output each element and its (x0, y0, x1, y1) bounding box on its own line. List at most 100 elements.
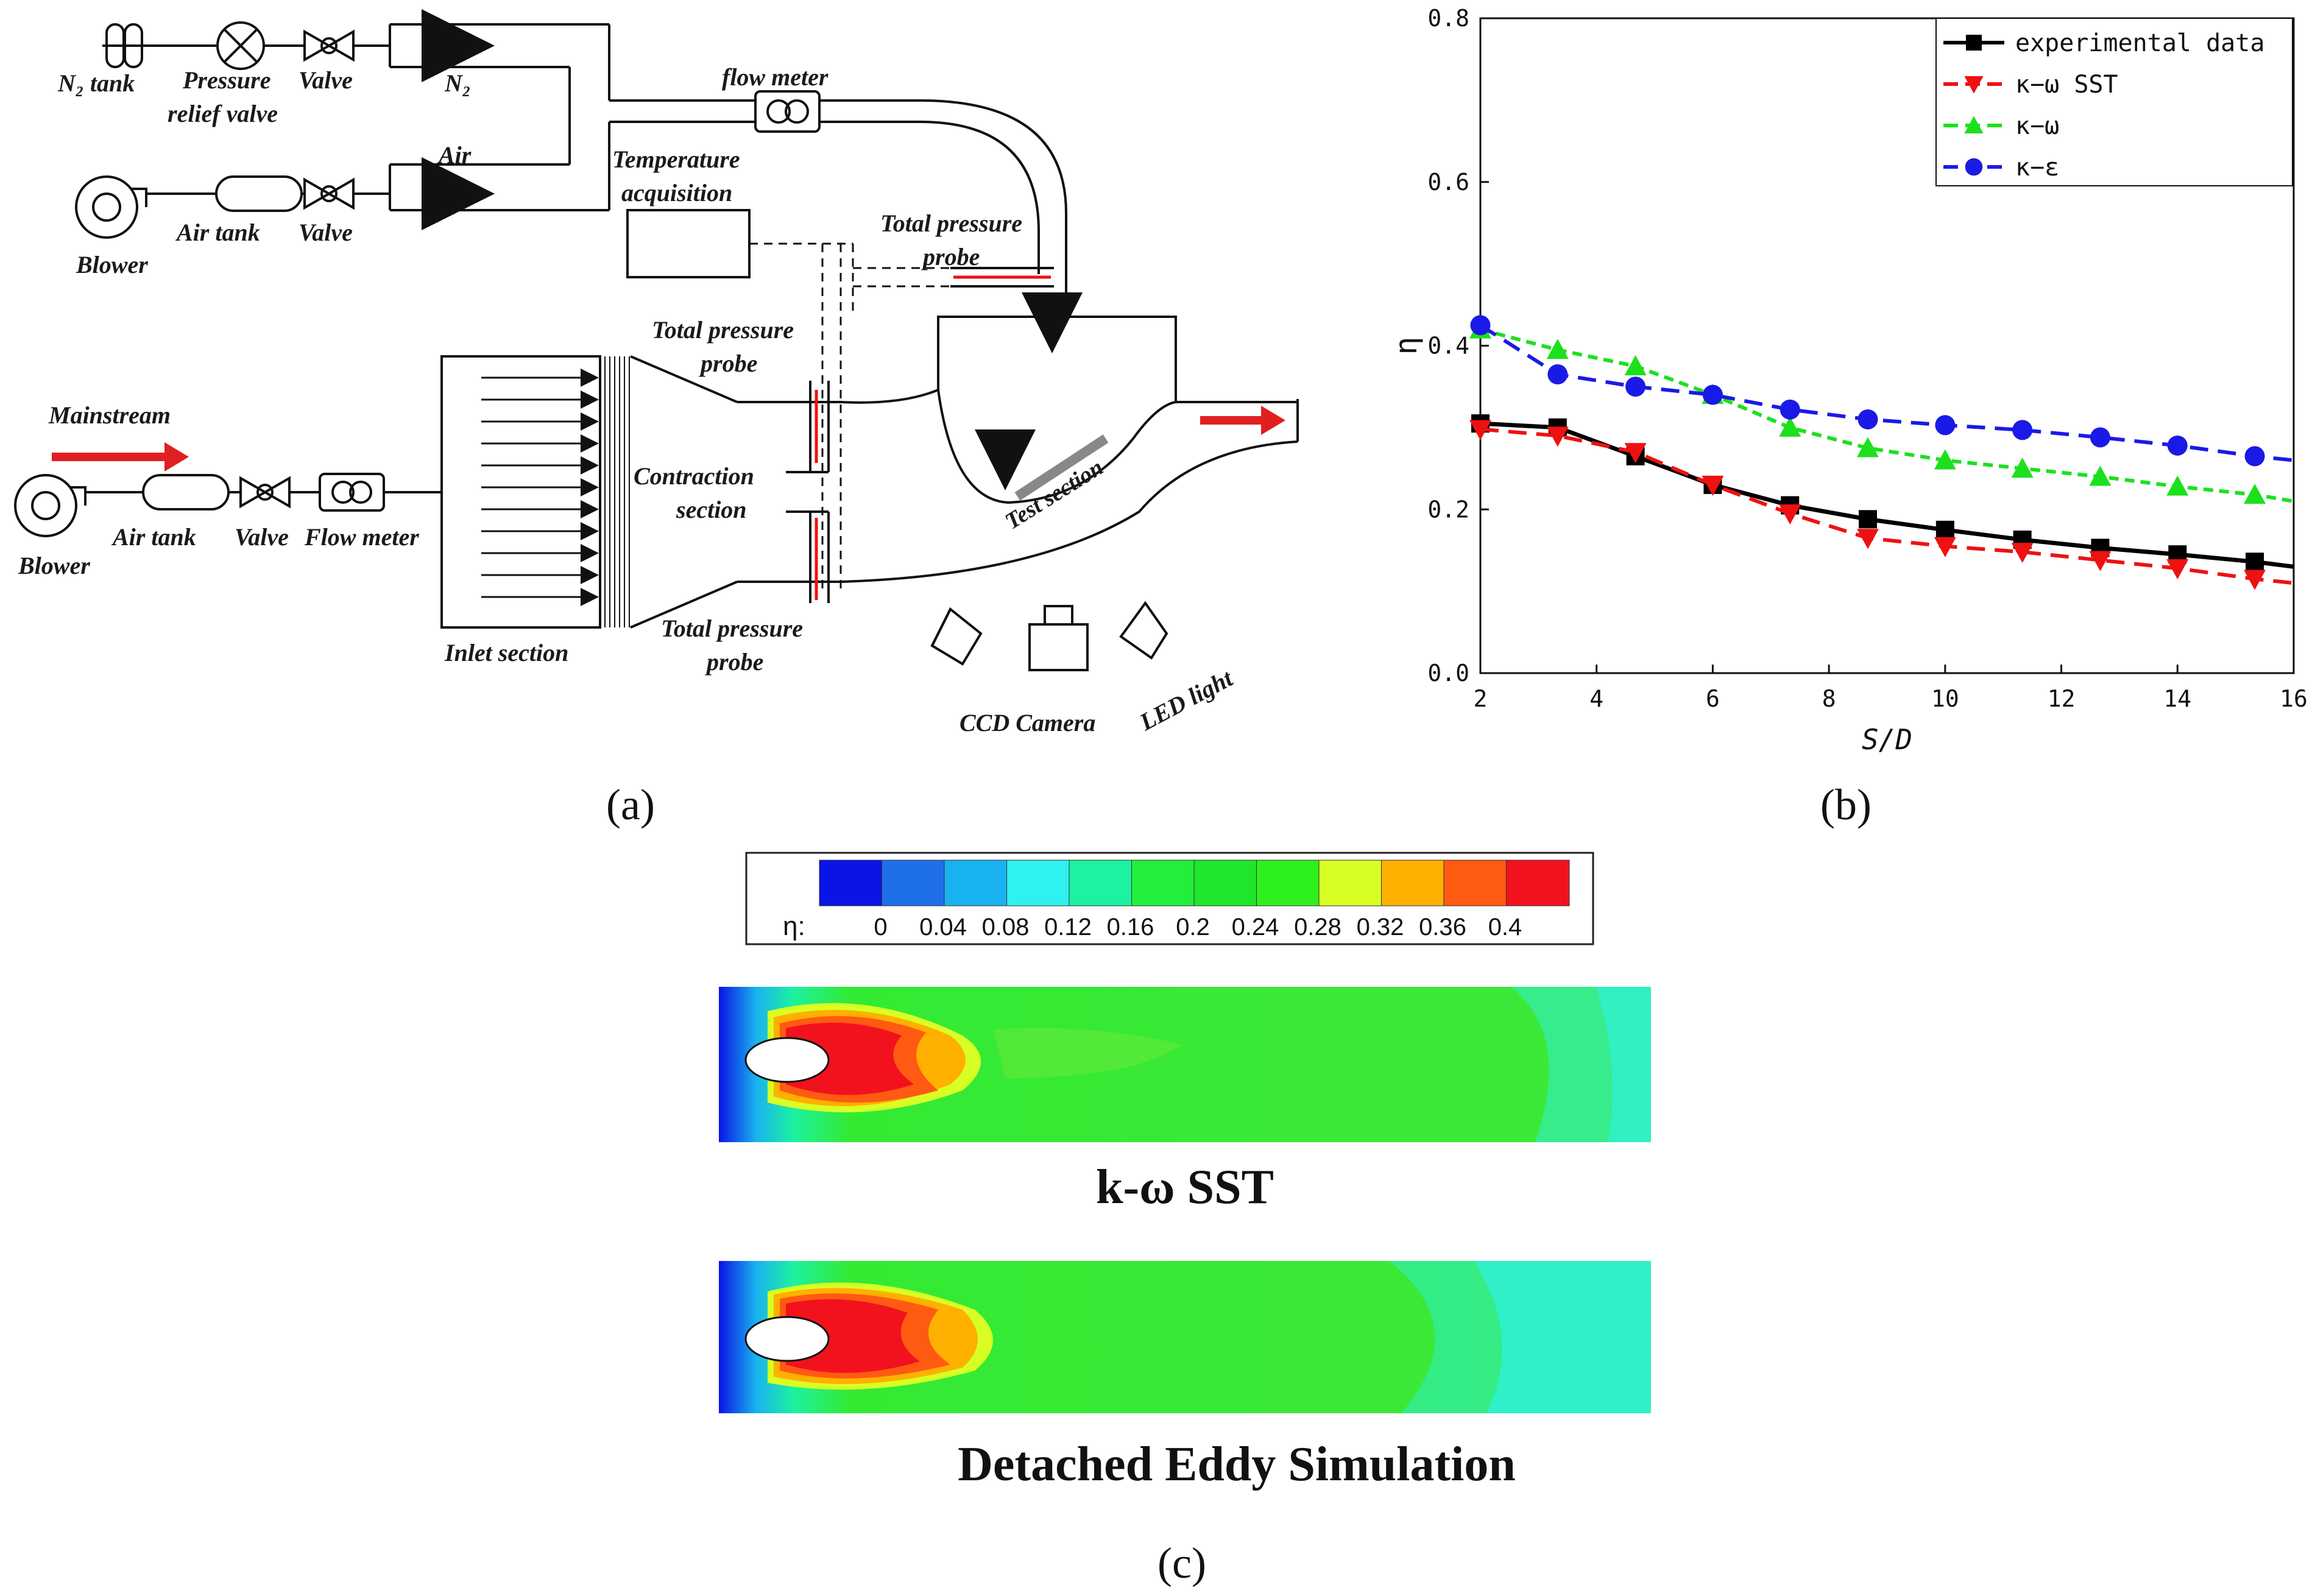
label-tpp-mid-2: probe (699, 350, 757, 377)
data-point (2244, 570, 2266, 590)
legend-label: κ−ω (2015, 112, 2059, 140)
legend-label: κ−ω SST (2015, 71, 2118, 99)
colorbar-tick-label: 0.32 (1357, 914, 1404, 941)
data-point (1934, 537, 1956, 557)
label-main-valve: Valve (235, 523, 289, 551)
legend: experimental data κ−ω SST κ−ω κ−ε (1935, 18, 2293, 186)
data-point (1779, 504, 1801, 524)
y-tick-label: 0.4 (1427, 333, 1469, 359)
series-3 (1470, 315, 2294, 467)
colorbar-tick-label: 0.24 (1232, 914, 1279, 941)
x-tick-label: 12 (2048, 685, 2076, 712)
probe-lines (786, 267, 1054, 603)
series-line (1480, 421, 2294, 569)
y-tick-label: 0.2 (1427, 496, 1469, 523)
colorbar-cell (1069, 860, 1133, 906)
x-tick-label: 2 (1474, 685, 1488, 712)
data-point (2012, 420, 2033, 440)
colorbar-ticks: 0 0.04 0.08 0.12 0.16 0.2 0.24 0.28 0.32 0.36 0.4 (874, 914, 1522, 941)
series-line (1479, 323, 2294, 462)
data-point (1857, 409, 1878, 429)
label-tpp-bot-2: probe (705, 648, 763, 676)
label-temp-1: Temperature (612, 146, 740, 173)
data-point (1624, 443, 1647, 464)
label-n2: N₂ (444, 69, 471, 97)
y-tick-label: 0.8 (1427, 5, 1469, 32)
data-point (1857, 437, 1879, 457)
led-light-right-icon (1119, 601, 1168, 660)
label-flow-meter-top: flow meter (722, 63, 829, 91)
y-tick-label: 0.0 (1427, 660, 1469, 687)
label-pressure-relief-1: Pressure (182, 66, 270, 94)
label-contraction-1: Contraction (634, 462, 754, 490)
label-inlet-section: Inlet section (444, 639, 568, 666)
flow-meter-top-icon (754, 90, 821, 133)
legend-marker (1966, 35, 1982, 51)
caption-b: (b) (1820, 780, 1871, 829)
label-led-light: LED light (1134, 664, 1238, 736)
data-point (1702, 475, 1724, 496)
inlet-section-box (440, 355, 601, 629)
data-point (2011, 543, 2034, 563)
caption-c: (c) (1158, 1539, 1206, 1587)
colorbar-cell (1443, 860, 1507, 906)
data-point (1857, 529, 1879, 549)
air-valve-icon (303, 177, 355, 210)
colorbar-panel: η: 0 0.04 0.08 0.12 0.16 0.2 0.24 0.28 0.32 0.36 0… (745, 852, 1594, 945)
label-tpp-bot-1: Total pressure (661, 615, 803, 642)
colorbar-tick-label: 0.2 (1176, 914, 1210, 941)
x-tick-label: 16 (2280, 685, 2308, 712)
label-blower-main: Blower (18, 552, 90, 579)
x-axis-label: S/D (1862, 723, 1912, 756)
colorbar-cell (819, 860, 883, 906)
series-1 (1469, 420, 2294, 590)
ccd-camera-icon (1028, 605, 1089, 671)
n2-valve-icon (303, 29, 355, 62)
data-point (2244, 446, 2265, 467)
label-contraction-2: section (676, 496, 747, 523)
colorbar-cell (944, 860, 1008, 906)
colorbar-tick-label: 0.12 (1044, 914, 1092, 941)
main-valve-icon (239, 476, 291, 509)
colorbar-cells (819, 860, 1570, 906)
series-line (1480, 427, 2294, 585)
data-point (1780, 399, 1800, 420)
label-air-tank: Air tank (175, 219, 260, 246)
pressure-relief-valve-icon (216, 21, 265, 70)
colorbar-tick-label: 0.16 (1107, 914, 1154, 941)
x-tick-label: 10 (1931, 685, 1959, 712)
legend-label: κ−ε (2015, 154, 2059, 182)
x-tick-label: 6 (1706, 685, 1720, 712)
label-flow-meter: Flow meter (304, 523, 419, 551)
label-tpp-top-2: probe (921, 243, 980, 270)
colorbar-tick-label: 0.04 (919, 914, 967, 941)
colorbar-cell (1506, 860, 1570, 906)
label-mainstream: Mainstream (48, 401, 171, 429)
label-n2-tank: N₂ tank (57, 69, 135, 97)
caption-a: (a) (606, 780, 655, 829)
data-point (2166, 559, 2189, 579)
honeycomb-screen (599, 356, 630, 627)
legend-marker (1964, 76, 1984, 94)
data-point (2166, 475, 2189, 496)
data-point (1934, 449, 1956, 470)
x-tick-label: 8 (1822, 685, 1836, 712)
label-n2-valve: Valve (299, 66, 353, 94)
colorbar-tick-label: 0 (874, 914, 887, 941)
x-tick-label: 14 (2163, 685, 2191, 712)
data-point (1859, 510, 1878, 529)
data-point (1779, 416, 1801, 437)
legend-marker (1964, 116, 1984, 133)
y-tick-label: 0.6 (1427, 169, 1469, 196)
data-point (2244, 484, 2266, 504)
colorbar-cell (1006, 860, 1070, 906)
colorbar-cell (1131, 860, 1195, 906)
data-point (2089, 465, 2112, 486)
y-axis-label: η (1388, 336, 1424, 355)
label-ccd-camera: CCD Camera (960, 709, 1095, 736)
series-2 (1469, 318, 2294, 504)
colorbar-cell (1193, 860, 1257, 906)
x-tick-label: 4 (1589, 685, 1603, 712)
colorbar-label: η: (783, 911, 805, 941)
